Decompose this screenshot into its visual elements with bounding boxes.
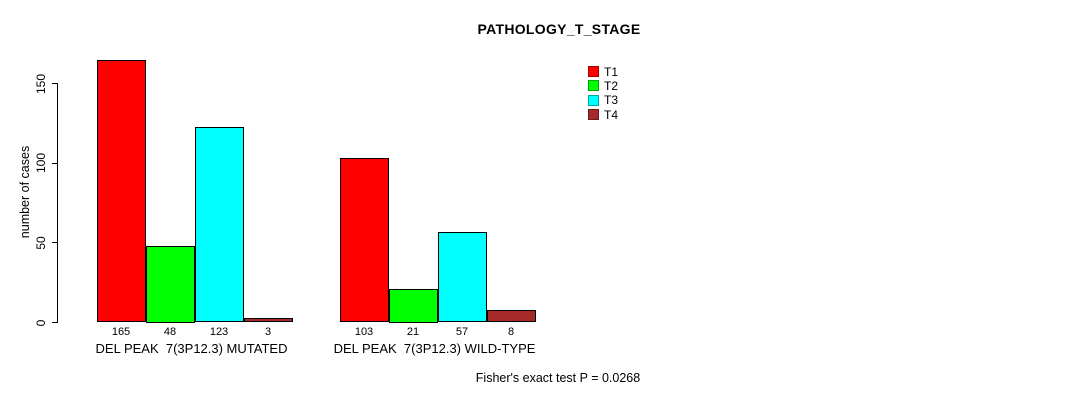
bar-value-t3-wild-type: 57 bbox=[455, 326, 469, 338]
bar-t4-wild-type bbox=[486, 309, 536, 323]
y-axis-tick bbox=[51, 242, 58, 244]
legend-label-t1: T1 bbox=[604, 64, 619, 79]
legend-swatch-t3 bbox=[588, 94, 599, 106]
legend-label-t3: T3 bbox=[604, 93, 619, 108]
bar-t1-mutated bbox=[96, 59, 146, 323]
bar-value-t3-mutated: 123 bbox=[209, 326, 229, 338]
bar-value-t1-mutated: 165 bbox=[111, 326, 131, 338]
bar-value-t1-wild-type: 103 bbox=[354, 326, 374, 338]
bar-value-t2-wild-type: 21 bbox=[406, 326, 420, 338]
y-axis-tick bbox=[51, 83, 58, 85]
legend-swatch-t4 bbox=[588, 109, 599, 121]
y-axis-tick-label: 50 bbox=[34, 236, 48, 250]
legend-label-t4: T4 bbox=[604, 107, 619, 122]
annotation-text: Fisher's exact test P = 0.0268 bbox=[475, 371, 641, 385]
bar-value-t4-mutated: 3 bbox=[264, 326, 272, 338]
y-axis-line bbox=[57, 83, 58, 323]
x-axis-group-label-mutated: DEL PEAK 7(3P12.3) MUTATED bbox=[95, 341, 288, 356]
bar-value-t4-wild-type: 8 bbox=[507, 326, 515, 338]
x-axis-group-label-wild-type: DEL PEAK 7(3P12.3) WILD-TYPE bbox=[333, 341, 536, 356]
bar-t4-mutated bbox=[243, 317, 293, 323]
y-axis-tick-label: 100 bbox=[34, 153, 48, 174]
legend-label-t2: T2 bbox=[604, 78, 619, 93]
y-axis-tick-label: 0 bbox=[34, 319, 48, 326]
y-axis-tick bbox=[51, 322, 58, 323]
bar-t3-wild-type bbox=[437, 231, 487, 323]
y-axis-label: number of cases bbox=[18, 145, 32, 239]
bar-t2-mutated bbox=[145, 246, 195, 323]
bar-t2-wild-type bbox=[388, 289, 438, 323]
y-axis-tick bbox=[51, 162, 58, 164]
legend-swatch-t2 bbox=[588, 80, 599, 92]
bar-value-t2-mutated: 48 bbox=[163, 326, 177, 338]
chart-title: PATHOLOGY_T_STAGE bbox=[477, 21, 641, 37]
y-axis-tick-label: 150 bbox=[34, 73, 48, 94]
bar-t3-mutated bbox=[194, 126, 244, 323]
legend-swatch-t1 bbox=[588, 66, 599, 77]
bar-t1-wild-type bbox=[339, 158, 389, 323]
